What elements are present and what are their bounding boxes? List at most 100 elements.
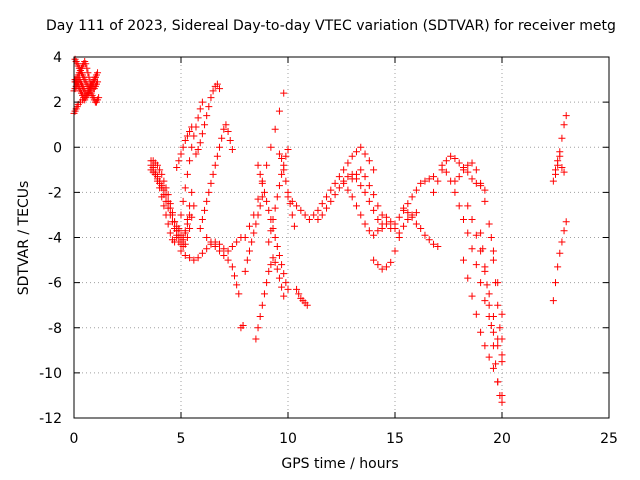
data-point — [175, 157, 183, 165]
data-point — [288, 211, 296, 219]
data-point — [271, 125, 279, 133]
data-point — [451, 155, 459, 163]
data-point — [421, 231, 429, 239]
data-point — [348, 152, 356, 160]
data-point — [370, 191, 378, 199]
data-point — [464, 274, 472, 282]
data-point — [374, 261, 382, 269]
data-point — [447, 152, 455, 160]
data-point — [205, 188, 213, 196]
data-point — [348, 193, 356, 201]
data-point — [408, 193, 416, 201]
data-point — [455, 202, 463, 210]
data-points — [70, 55, 570, 406]
data-point — [554, 161, 562, 169]
data-point — [196, 105, 204, 113]
data-point — [265, 238, 273, 246]
data-point — [455, 159, 463, 167]
data-point — [183, 170, 191, 178]
data-point — [554, 263, 562, 271]
data-point — [263, 161, 271, 169]
data-point — [481, 263, 489, 271]
data-point — [560, 168, 568, 176]
data-point — [477, 279, 485, 287]
data-point — [263, 197, 271, 205]
data-point — [464, 202, 472, 210]
data-point — [282, 152, 290, 160]
grid-lines — [74, 57, 609, 418]
data-point — [357, 211, 365, 219]
data-point — [340, 166, 348, 174]
data-point — [280, 166, 288, 174]
data-point — [203, 197, 211, 205]
data-point — [404, 209, 412, 217]
data-point — [494, 378, 502, 386]
data-point — [160, 177, 168, 185]
data-point — [173, 227, 181, 235]
data-point — [421, 177, 429, 185]
data-point — [194, 146, 202, 154]
data-point — [378, 211, 386, 219]
data-point — [186, 224, 194, 232]
data-point — [335, 173, 343, 181]
data-point — [483, 281, 491, 289]
data-point — [171, 218, 179, 226]
data-point — [395, 234, 403, 241]
data-point — [489, 342, 497, 350]
data-point — [248, 238, 256, 246]
data-point — [186, 254, 194, 262]
data-point — [213, 80, 221, 88]
data-point — [404, 200, 412, 208]
data-point — [408, 213, 416, 221]
y-tick-label: 4 — [53, 50, 62, 66]
data-point — [162, 197, 170, 205]
data-point — [207, 238, 215, 246]
data-point — [267, 143, 275, 151]
data-point — [472, 310, 480, 318]
data-point — [181, 252, 189, 260]
data-point — [278, 283, 286, 291]
data-point — [468, 292, 476, 300]
data-point — [203, 112, 211, 120]
data-point — [562, 218, 570, 226]
data-point — [190, 202, 198, 210]
data-point — [297, 206, 305, 214]
data-point — [260, 290, 268, 298]
data-point — [391, 247, 399, 255]
data-point — [275, 107, 283, 115]
data-point — [323, 204, 331, 212]
data-point — [226, 136, 234, 144]
data-point — [250, 211, 258, 219]
data-point — [179, 197, 187, 205]
data-point — [365, 197, 373, 205]
data-point — [258, 193, 266, 201]
data-point — [477, 179, 485, 187]
data-point — [560, 121, 568, 129]
data-point — [216, 85, 224, 93]
data-point — [164, 220, 172, 228]
data-point — [192, 150, 200, 158]
data-point — [265, 206, 273, 214]
data-point — [387, 218, 395, 226]
data-point — [459, 215, 467, 223]
data-point — [271, 258, 279, 266]
data-point — [468, 245, 476, 253]
data-point — [459, 166, 467, 174]
data-point — [254, 161, 262, 169]
data-point — [224, 256, 232, 264]
data-point — [357, 143, 365, 151]
data-point — [552, 170, 559, 178]
data-point — [438, 161, 446, 169]
data-point — [252, 220, 260, 228]
data-point — [181, 184, 189, 192]
data-point — [198, 98, 206, 106]
data-point — [370, 256, 378, 264]
data-point — [278, 155, 286, 163]
data-point — [245, 247, 253, 255]
data-point — [485, 301, 493, 309]
data-point — [252, 335, 260, 343]
data-point — [442, 157, 450, 165]
x-tick-label: 15 — [386, 431, 404, 447]
